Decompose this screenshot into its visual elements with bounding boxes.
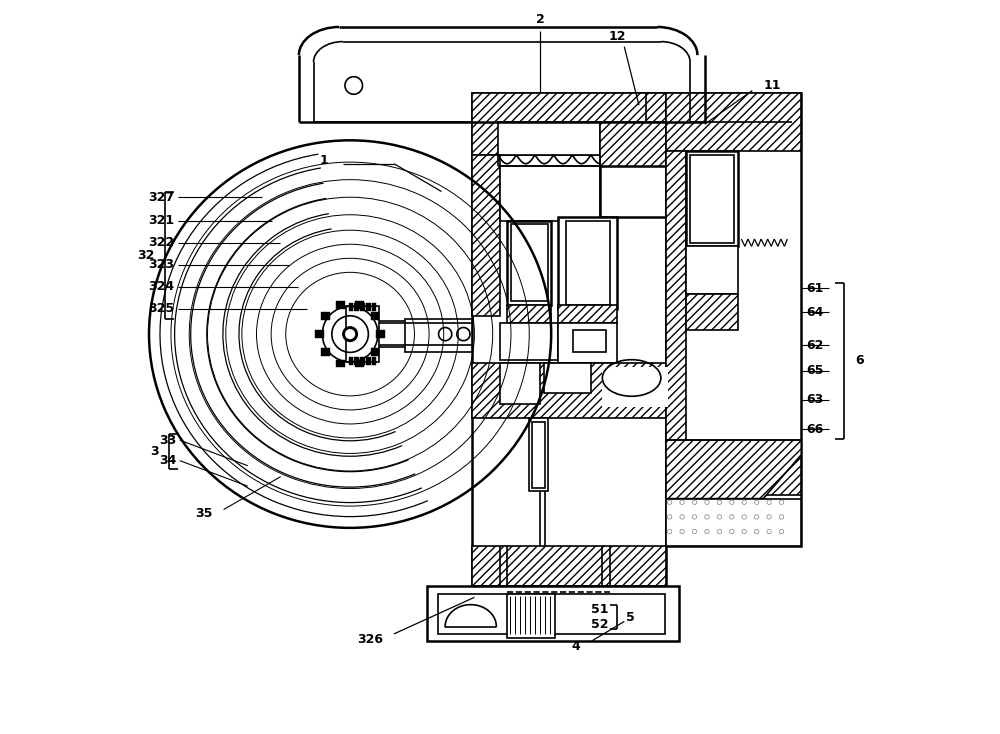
Bar <box>500 323 558 360</box>
Bar <box>355 301 364 308</box>
Text: 1: 1 <box>319 154 328 167</box>
Bar <box>507 594 555 638</box>
Text: 323: 323 <box>149 258 175 271</box>
Bar <box>321 349 330 356</box>
Text: 35: 35 <box>195 506 213 520</box>
Text: 52: 52 <box>591 618 608 631</box>
Bar <box>600 122 666 217</box>
Polygon shape <box>666 440 801 498</box>
Bar <box>666 440 801 495</box>
Text: 326: 326 <box>357 633 383 645</box>
Bar <box>507 221 551 305</box>
Bar <box>371 313 379 320</box>
Bar <box>321 313 330 320</box>
Text: 64: 64 <box>807 305 824 319</box>
Bar <box>646 92 666 122</box>
Bar <box>372 357 376 365</box>
Bar <box>438 594 665 634</box>
Text: 3: 3 <box>150 446 159 458</box>
Text: 63: 63 <box>807 393 824 407</box>
Text: 11: 11 <box>763 79 781 92</box>
Bar <box>360 357 365 365</box>
Bar <box>366 357 371 365</box>
Bar <box>354 303 359 310</box>
Bar <box>472 155 500 316</box>
Bar <box>666 498 801 546</box>
Bar <box>529 418 548 491</box>
Bar <box>346 306 379 362</box>
Bar <box>544 363 591 393</box>
Bar <box>349 303 353 310</box>
Bar <box>686 247 738 294</box>
Bar <box>336 360 345 367</box>
Text: 61: 61 <box>807 282 824 294</box>
Bar <box>600 166 666 217</box>
Bar <box>500 166 600 221</box>
Bar <box>573 330 606 352</box>
Text: 62: 62 <box>807 338 824 352</box>
Text: 6: 6 <box>855 355 864 367</box>
Bar <box>472 363 666 418</box>
Text: 4: 4 <box>572 640 580 653</box>
Bar <box>355 360 364 367</box>
Bar <box>500 363 540 404</box>
Bar <box>666 92 801 546</box>
Bar <box>666 92 801 151</box>
Circle shape <box>346 330 354 338</box>
Text: 5: 5 <box>626 611 635 624</box>
Bar <box>350 321 478 347</box>
Text: 66: 66 <box>807 423 824 436</box>
Bar <box>558 217 617 308</box>
Bar <box>354 357 359 365</box>
Text: 322: 322 <box>148 236 175 249</box>
Bar <box>532 422 545 487</box>
Bar <box>472 546 666 586</box>
Bar <box>372 303 376 310</box>
Bar <box>349 357 353 365</box>
Bar <box>558 305 617 323</box>
Bar <box>666 151 686 440</box>
Bar <box>371 349 379 356</box>
Bar <box>366 303 371 310</box>
Text: 324: 324 <box>148 280 175 293</box>
Bar <box>498 122 600 155</box>
Text: 34: 34 <box>159 454 176 467</box>
Text: 321: 321 <box>148 214 175 228</box>
Bar <box>686 294 738 330</box>
Text: 32: 32 <box>137 249 154 262</box>
Bar <box>405 319 472 352</box>
Text: 12: 12 <box>608 30 626 43</box>
Bar <box>511 225 548 301</box>
Bar <box>360 303 365 310</box>
Bar <box>566 221 610 305</box>
Text: 51: 51 <box>591 603 608 617</box>
Text: 33: 33 <box>159 434 176 446</box>
Bar <box>376 330 385 338</box>
Bar <box>507 305 551 323</box>
Bar <box>690 155 734 243</box>
Bar <box>472 92 666 619</box>
Text: 65: 65 <box>807 364 824 377</box>
Bar <box>472 92 666 155</box>
Bar <box>602 367 668 407</box>
Bar <box>686 151 738 247</box>
Text: 325: 325 <box>148 302 175 315</box>
Text: 2: 2 <box>536 13 545 26</box>
Bar <box>315 330 324 338</box>
Circle shape <box>343 327 357 341</box>
Text: 327: 327 <box>148 191 175 204</box>
Bar <box>427 586 679 642</box>
Bar <box>558 323 617 363</box>
Bar <box>336 301 345 308</box>
